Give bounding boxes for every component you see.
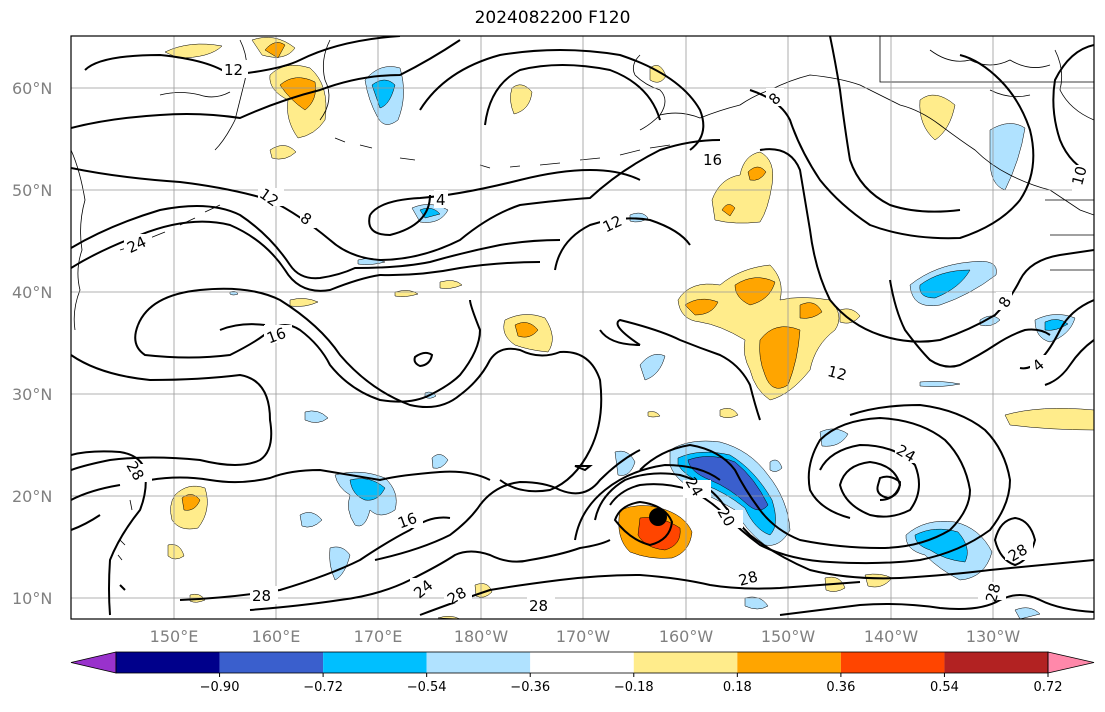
lon-label: 160°E [252,627,301,646]
negative-shading [229,66,1076,619]
colorbar-segment [944,652,1048,673]
colorbar-frame [115,651,1049,674]
colorbar-extend-high [1047,651,1095,674]
longitude-labels: 150°E 160°E 170°E 180°W 170°W 160°W 150°… [150,627,1021,646]
colorbar-segment [323,652,427,673]
colorbar-tick-label: 0.18 [723,680,752,695]
lon-label: 180°W [454,627,509,646]
colorbar-segment [116,652,220,673]
contour-label: 28 [982,581,1004,604]
colorbar-segment [737,652,841,673]
colorbar-segment [840,652,945,673]
contour-label: 12 [224,61,243,79]
lat-label: 60°N [12,79,52,98]
colorbar-tick-label: −0.54 [407,680,447,695]
contour-label: 28 [252,587,271,605]
lon-label: 150°E [150,627,199,646]
map-plot-area: 12 16 12 8 4 24 12 8 16 12 8 4 28 16 24 … [71,36,1094,619]
lat-label: 30°N [12,385,52,404]
lat-label: 50°N [12,181,52,200]
lon-label: 170°W [556,627,611,646]
colorbar-tick-label: −0.72 [303,680,343,695]
colorbar-tick-label: 0.54 [930,680,959,695]
contour-label: 10 [1068,164,1090,187]
colorbar-tick-label: −0.90 [200,680,240,695]
colorbar-segment [426,652,531,673]
colorbar-tick-label: 0.72 [1034,680,1063,695]
storm-center-marker [649,508,667,526]
lon-label: 130°W [966,627,1021,646]
contour-label: 16 [264,324,288,347]
contour-label: 16 [703,151,722,169]
map-frame [70,35,1095,620]
lat-label: 10°N [12,589,52,608]
colorbar-segment [530,652,634,673]
colorbar-segment [219,652,324,673]
lon-label: 140°W [864,627,919,646]
contour-label: 12 [826,362,849,384]
map-title: 2024082200 F120 [474,8,631,28]
colorbar-segment [633,652,738,673]
colorbar-tick-label: 0.36 [826,680,855,695]
lon-label: 150°W [761,627,816,646]
colorbar-tick-label: −0.36 [510,680,550,695]
lat-label: 40°N [12,283,52,302]
colorbar: −0.90 −0.72 −0.54 −0.36 −0.18 0.18 0.36 0.54 0.7… [70,651,1095,695]
contour-label: 28 [737,567,760,589]
lat-label: 20°N [12,487,52,506]
contour-label: 16 [395,509,419,532]
latitude-labels: 60°N 50°N 40°N 30°N 20°N 10°N [12,79,52,608]
lon-label: 170°E [354,627,403,646]
positive-shading [164,37,1094,619]
colorbar-tick-label: −0.18 [614,680,654,695]
contour-label: 4 [436,191,446,209]
colorbar-extend-low [70,651,117,674]
contour-label: 28 [529,597,548,615]
lon-label: 160°W [659,627,714,646]
